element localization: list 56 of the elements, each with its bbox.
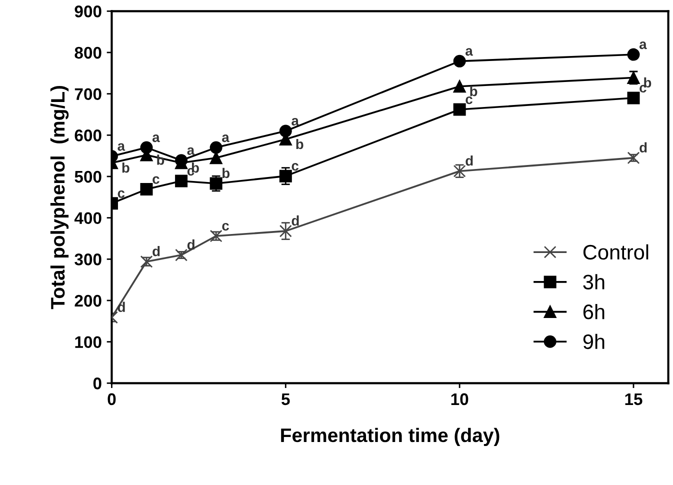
annotation: b	[122, 162, 130, 173]
annotation: a	[222, 134, 230, 142]
y-tick-label: 100	[75, 336, 102, 348]
annotation: c	[118, 190, 125, 198]
x-tick-label: 10	[451, 393, 468, 406]
point	[279, 224, 292, 238]
annotation: a	[466, 48, 473, 56]
y-tick-label: 800	[74, 46, 102, 59]
y-tick-label: 0	[93, 378, 102, 390]
y-tick-label: 300	[74, 254, 102, 266]
y-tick-label: 900	[74, 6, 102, 18]
point	[627, 152, 640, 164]
y-tick-label: 700	[74, 88, 102, 100]
point	[279, 124, 292, 138]
annotation: a	[118, 143, 126, 151]
y-axis-title: Total polyphenol (mg/L)	[50, 86, 69, 310]
point	[453, 103, 466, 116]
annotation: d	[292, 215, 299, 226]
annotation: d	[152, 246, 160, 256]
point	[453, 54, 466, 68]
point	[210, 141, 222, 154]
x-tick-label: 0	[108, 393, 116, 406]
annotation: a	[187, 147, 195, 155]
point	[175, 248, 188, 262]
annotation: b	[296, 138, 304, 150]
y-tick-label: 600	[74, 130, 102, 142]
y-tick-label: 200	[74, 294, 102, 307]
x-tick-label: 5	[282, 393, 290, 406]
point	[453, 80, 466, 93]
point	[140, 183, 153, 196]
point	[279, 170, 292, 182]
annotation: b	[222, 168, 230, 178]
legend-label: Control	[583, 244, 648, 260]
legend-label: 9h	[583, 334, 604, 350]
point	[627, 48, 640, 61]
annotation: d	[466, 155, 473, 166]
annotation: c	[152, 176, 160, 184]
annotation: d	[640, 142, 647, 152]
annotation: c	[466, 96, 472, 104]
legend-label: 3h	[583, 274, 604, 290]
x-axis-title: Fermentation time (day)	[281, 428, 500, 446]
annotation: a	[152, 134, 160, 142]
annotation: b	[470, 86, 478, 96]
annotation: c	[292, 163, 299, 171]
annotation: a	[292, 118, 300, 126]
annotation: d	[187, 239, 194, 250]
annotation: a	[639, 42, 647, 50]
point	[175, 174, 188, 188]
y-tick-label: 500	[74, 170, 102, 183]
annotation: b	[644, 77, 652, 88]
legend-label: 6h	[583, 304, 604, 320]
annotation: c	[222, 222, 229, 231]
y-tick-label: 400	[74, 212, 102, 224]
point	[627, 92, 640, 104]
point	[140, 141, 153, 154]
x-tick-label: 15	[625, 393, 642, 406]
